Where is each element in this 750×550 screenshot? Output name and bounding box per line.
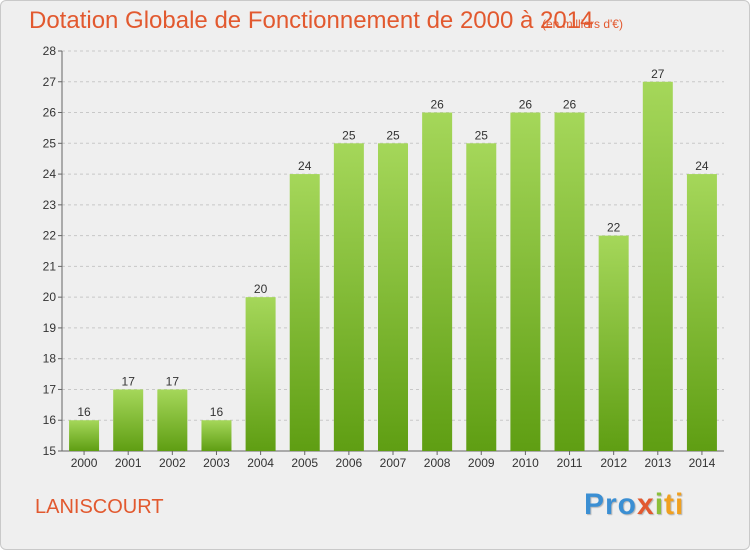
bar-value-label: 25 [475,128,489,142]
x-tick-label: 2013 [644,456,671,470]
x-tick-label: 2003 [203,456,230,470]
bar-2008 [422,112,453,452]
y-tick-label: 16 [43,413,57,427]
y-tick-label: 15 [43,444,57,458]
bar-2000 [69,420,100,451]
bar-value-label: 16 [210,405,224,419]
bar-2014 [686,174,717,452]
bar-2009 [466,143,497,452]
y-tick-label: 19 [43,321,57,335]
bar-2006 [333,143,364,452]
x-tick-label: 2001 [115,456,142,470]
bar-2012 [598,235,629,451]
y-tick-label: 20 [43,290,57,304]
bar-2005 [289,174,320,452]
bar-2013 [642,81,673,452]
bar-value-label: 26 [563,98,577,112]
bar-value-label: 24 [695,159,709,173]
y-tick-label: 23 [43,198,57,212]
y-tick-label: 18 [43,352,57,366]
bar-value-label: 26 [430,98,444,112]
y-tick-label: 25 [43,136,57,150]
bars [69,81,717,452]
bar-value-label: 25 [342,128,356,142]
bar-value-label: 25 [386,128,400,142]
bar-value-label: 20 [254,282,268,296]
x-tick-label: 2004 [247,456,274,470]
x-tick-label: 2000 [71,456,98,470]
bar-2001 [113,389,144,451]
chart-subtitle: (en milliers d'€) [542,17,623,31]
chart-title: Dotation Globale de Fonctionnement de 20… [29,7,594,34]
x-tick-label: 2008 [424,456,451,470]
x-tick-label: 2010 [512,456,539,470]
bar-value-label: 17 [166,374,180,388]
labels: 16 2000 17 2001 17 2002 16 2003 20 2004 24 2005 25 20… [71,67,716,470]
y-tick-label: 28 [43,44,57,58]
x-tick-label: 2007 [380,456,407,470]
y-tick-label: 24 [43,167,57,181]
proxiti-logo: Proxiti [584,488,685,521]
x-tick-label: 2009 [468,456,495,470]
bar-value-label: 17 [122,374,136,388]
x-tick-label: 2014 [689,456,716,470]
bar-value-label: 27 [651,67,665,81]
bar-2007 [378,143,408,452]
y-tick-label: 21 [43,259,57,273]
bar-value-label: 24 [298,159,312,173]
y-tick-label: 27 [43,75,57,89]
y-tick-label: 17 [43,382,57,396]
bar-value-label: 16 [77,405,91,419]
bar-value-label: 22 [607,221,621,235]
commune-name: LANISCOURT [35,496,164,518]
x-tick-label: 2002 [159,456,186,470]
bar-2011 [554,112,585,452]
y-tick-label: 22 [43,229,57,243]
x-tick-label: 2005 [291,456,318,470]
bar-value-label: 26 [519,98,533,112]
bar-2003 [201,420,232,451]
x-tick-label: 2011 [557,456,583,470]
x-tick-label: 2012 [600,456,627,470]
x-tick-label: 2006 [336,456,363,470]
y-tick-label: 26 [43,106,57,120]
bar-2010 [510,112,541,452]
bar-2002 [157,389,188,451]
bar-2004 [245,297,276,451]
